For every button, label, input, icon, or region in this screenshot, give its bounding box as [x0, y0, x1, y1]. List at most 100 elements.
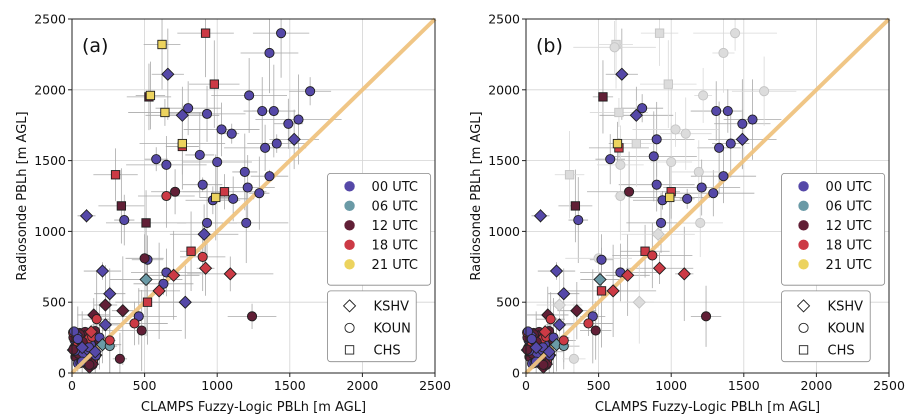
y-tick-label: 2000: [34, 82, 66, 97]
data-point: [136, 325, 147, 336]
data-point: [596, 286, 607, 296]
data-point: [283, 118, 294, 129]
legend-site-marker: [342, 299, 357, 313]
legend-time-label: 06 UTC: [826, 199, 872, 214]
legend-time-label: 21 UTC: [826, 258, 872, 273]
data-point: [223, 267, 237, 281]
legend-time-marker: [798, 200, 809, 212]
data-point: [605, 154, 616, 165]
legend-time-label: 21 UTC: [372, 258, 418, 273]
x-tick-label: 500: [587, 378, 611, 393]
excluded-point: [718, 47, 729, 59]
legend-site-marker: [798, 322, 809, 333]
data-point: [652, 261, 667, 275]
data-point: [682, 193, 693, 204]
data-point: [615, 67, 629, 81]
data-point: [287, 132, 301, 146]
data-point: [158, 278, 169, 289]
excluded-point: [670, 124, 681, 135]
data-point: [612, 138, 623, 149]
excluded-point: [609, 42, 620, 53]
data-point: [570, 201, 581, 211]
data-point: [722, 105, 733, 117]
excluded-point: [730, 28, 741, 39]
data-point: [305, 86, 316, 97]
data-point: [178, 295, 192, 309]
data-point: [665, 192, 675, 203]
data-point: [72, 333, 83, 345]
legend-site-label: KSHV: [828, 299, 864, 314]
data-point: [98, 298, 113, 312]
legend-site-label: KOUN: [828, 321, 865, 336]
data-point-cluster: [84, 325, 98, 339]
axes-frame: [525, 18, 890, 374]
excluded-point: [568, 353, 579, 364]
data-point: [209, 79, 219, 89]
data-point: [201, 217, 213, 228]
data-point: [197, 179, 208, 190]
excluded-point: [631, 138, 642, 149]
legend-time-label: 12 UTC: [826, 219, 872, 234]
legend-time-marker: [344, 239, 355, 251]
data-point: [714, 142, 725, 153]
x-tick-label: 2000: [800, 378, 832, 393]
data-point: [257, 105, 268, 117]
x-tick-label: 1000: [655, 378, 687, 393]
legend-site-marker: [344, 345, 355, 355]
y-tick-label: 0: [512, 366, 520, 381]
data-point: [747, 114, 758, 125]
y-tick-label: 500: [496, 295, 520, 310]
data-point: [211, 192, 221, 203]
data-point: [79, 209, 94, 223]
data-point: [129, 318, 140, 329]
data-point: [552, 318, 567, 332]
data-point: [700, 311, 712, 322]
y-axis-label: Radiosonde PBLh [m AGL]: [469, 111, 484, 280]
data-point: [276, 28, 287, 39]
legend-time-marker: [344, 220, 355, 231]
legend-time-label: 00 UTC: [826, 180, 872, 195]
excluded-point: [564, 170, 575, 180]
data-point: [529, 340, 543, 355]
data-point: [212, 156, 223, 168]
data-point: [677, 267, 691, 281]
legend-site-marker: [798, 345, 809, 355]
legend-time-marker: [798, 239, 809, 251]
data-point: [533, 209, 548, 223]
data-point: [200, 28, 211, 38]
y-tick-label: 0: [58, 366, 66, 381]
data-point: [161, 190, 172, 202]
excluded-point: [614, 107, 624, 118]
legend-time-marker: [798, 220, 809, 231]
data-point: [151, 154, 162, 165]
legend-time-label: 18 UTC: [826, 238, 872, 253]
y-tick-label: 500: [42, 295, 66, 310]
data-point: [104, 335, 115, 346]
data-point: [160, 107, 170, 118]
data-point: [167, 268, 181, 282]
data-point: [711, 105, 722, 117]
data-point: [557, 287, 571, 301]
excluded-point: [663, 79, 673, 89]
excluded-point: [698, 90, 709, 101]
excluded-point: [615, 159, 626, 170]
legend-site-label: CHS: [828, 343, 855, 358]
data-point: [526, 333, 537, 345]
data-point: [735, 132, 749, 146]
legend-time-marker: [344, 200, 355, 212]
data-point: [545, 314, 556, 325]
data-point: [242, 182, 253, 193]
legend-time-marker: [798, 181, 809, 192]
legend-time-box: [327, 172, 432, 286]
y-tick-label: 2500: [34, 12, 66, 27]
data-point: [573, 215, 584, 226]
data-point: [219, 187, 230, 197]
data-point: [244, 90, 255, 101]
data-point: [648, 151, 659, 162]
x-tick-label: 2500: [419, 378, 451, 393]
data-point: [141, 218, 151, 228]
y-tick-label: 1500: [488, 153, 520, 168]
excluded-point: [666, 156, 677, 168]
data-point: [142, 297, 153, 307]
